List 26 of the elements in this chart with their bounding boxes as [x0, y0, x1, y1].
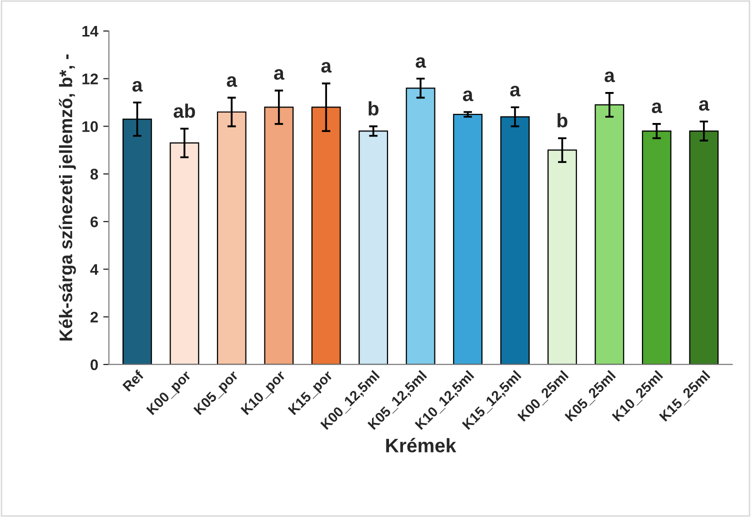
y-tick-label: 14 [82, 26, 98, 37]
annotation: b [368, 101, 378, 116]
y-axis-title: Kék-sárga színezeti jellemző, b*, - [58, 54, 76, 341]
y-tick-label: 0 [90, 359, 98, 370]
y-tick-label: 10 [82, 121, 98, 132]
annotation: a [699, 100, 710, 111]
y-tick-label: 2 [90, 312, 98, 322]
x-tick-label: Ref [122, 369, 144, 392]
bar [453, 114, 483, 364]
annotation: a [226, 76, 238, 87]
annotation: b [558, 113, 568, 128]
y-tick-label: 4 [90, 264, 98, 275]
annotation: ab [174, 104, 195, 118]
y-tick-label: 6 [90, 216, 98, 228]
annotation: a [132, 81, 143, 92]
annotation: a [462, 90, 474, 102]
annotation: a [510, 86, 521, 96]
y-tick-label: 8 [90, 168, 98, 180]
annotation: a [416, 57, 426, 68]
annotation: a [274, 69, 284, 80]
x-axis-title: Krémek [386, 438, 456, 452]
annotation: a [652, 102, 662, 114]
annotation: a [604, 72, 615, 82]
bar [358, 130, 388, 364]
annotation: a [321, 62, 332, 73]
y-tick-label: 12 [82, 74, 98, 84]
